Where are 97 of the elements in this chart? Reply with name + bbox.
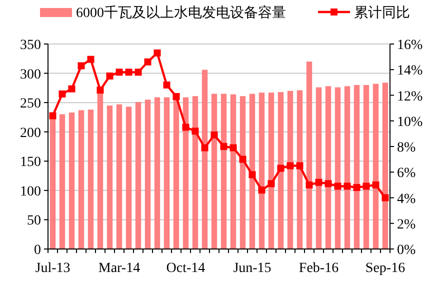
x-tick-label: Jul-13 [35, 261, 70, 276]
x-tick-label: Sep-16 [365, 261, 406, 276]
bar [164, 97, 170, 249]
bar [278, 92, 284, 249]
y2-tick-label: 16% [397, 38, 423, 53]
y2-tick-label: 6% [397, 166, 416, 182]
y-tick-label: 300 [20, 67, 41, 82]
y-tick-label: 0 [34, 243, 41, 258]
point [210, 131, 218, 138]
bar [59, 114, 66, 249]
y2-tick-label: 14% [397, 64, 423, 79]
point [306, 181, 313, 188]
bar [363, 85, 370, 249]
point [78, 62, 85, 70]
bar [306, 62, 312, 249]
y2-tick-label: 2% [397, 217, 416, 232]
x-tick-label: Oct-14 [166, 261, 206, 276]
bar [144, 100, 151, 249]
y-tick-label: 250 [20, 96, 41, 112]
bar [173, 100, 180, 249]
bar [182, 97, 189, 249]
point [324, 180, 332, 188]
bar [240, 96, 246, 249]
point [192, 128, 199, 135]
point [116, 68, 123, 76]
point [125, 68, 132, 76]
bar [202, 70, 208, 249]
legend-label: 6000千瓦及以上水电发电设备容量 [76, 5, 286, 21]
point [201, 144, 208, 152]
bar [268, 92, 274, 249]
bar [372, 84, 379, 249]
y2-tick-label: 8% [397, 140, 416, 156]
bar [316, 87, 322, 249]
bar [192, 96, 198, 249]
y2-tick-label: 10% [397, 114, 423, 130]
point [258, 186, 266, 194]
point [230, 144, 237, 152]
bar [258, 92, 265, 249]
y2-tick-label: 4% [397, 192, 416, 207]
y-tick-label: 350 [20, 38, 41, 53]
y2-tick-label: 0% [397, 243, 416, 258]
point [362, 182, 370, 190]
bar [287, 90, 294, 249]
bar [154, 97, 160, 249]
point [87, 56, 94, 63]
point [239, 156, 246, 163]
bar [325, 86, 332, 249]
point [106, 72, 114, 80]
point [353, 184, 360, 191]
point [268, 180, 275, 188]
bar [88, 110, 94, 249]
y-tick-label: 200 [20, 126, 41, 141]
legend-label: 累计同比 [354, 5, 410, 21]
point [96, 86, 104, 94]
bar [382, 82, 388, 249]
y-tick-label: 50 [27, 214, 41, 229]
point [182, 124, 190, 131]
point [372, 181, 380, 188]
point [172, 93, 180, 100]
point [68, 85, 76, 92]
bar [296, 90, 303, 249]
x-tick-label: Mar-14 [98, 261, 140, 276]
bar [211, 94, 218, 249]
x-tick-label: Feb-16 [298, 261, 339, 276]
bar [354, 85, 360, 249]
bar [135, 102, 142, 249]
bar [68, 112, 75, 249]
point [344, 182, 351, 190]
point [49, 112, 56, 120]
y-tick-label: 150 [20, 155, 41, 170]
bar [230, 94, 236, 249]
bar [97, 92, 104, 249]
point [134, 68, 142, 76]
bar [116, 104, 122, 249]
point [334, 182, 342, 190]
point [382, 194, 389, 202]
y-tick-label: 100 [20, 184, 41, 200]
point [315, 178, 322, 186]
bar [78, 110, 84, 249]
bar [126, 106, 132, 249]
point [154, 49, 161, 56]
bar [249, 94, 256, 249]
point [144, 58, 152, 66]
bar [50, 117, 56, 249]
x-tick-label: Jun-15 [233, 261, 272, 276]
point [296, 162, 304, 170]
point [163, 82, 170, 88]
point [286, 162, 294, 170]
bar [344, 86, 350, 249]
point [248, 171, 256, 178]
point [220, 143, 228, 150]
point [58, 90, 66, 98]
bar [106, 106, 113, 249]
point [277, 164, 284, 172]
bar [220, 94, 227, 249]
y2-tick-label: 12% [397, 89, 423, 104]
bar [334, 87, 341, 249]
